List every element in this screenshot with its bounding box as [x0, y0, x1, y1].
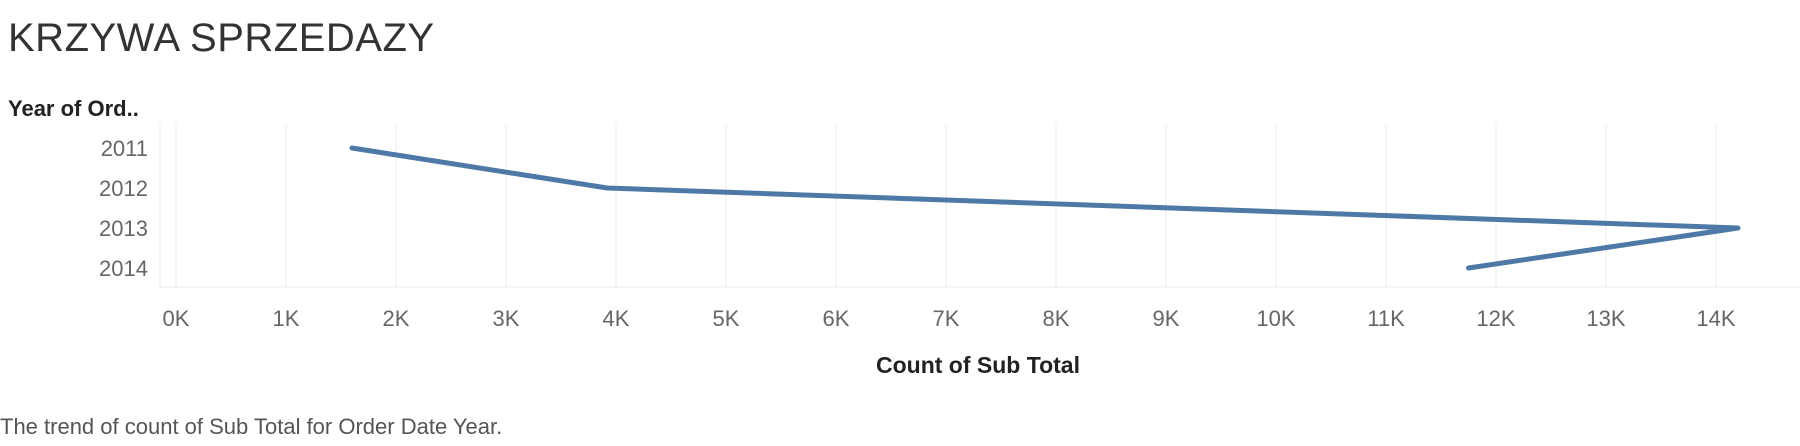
x-tick-label-4K: 4K [603, 306, 630, 331]
y-tick-label-2014: 2014 [99, 256, 148, 281]
data-point-2011[interactable] [346, 142, 358, 154]
x-tick-label-8K: 8K [1043, 306, 1070, 331]
x-tick-label-11K: 11K [1367, 306, 1405, 331]
x-tick-label-6K: 6K [823, 306, 850, 331]
y-tick-label-2012: 2012 [99, 176, 148, 201]
x-tick-label-2K: 2K [383, 306, 410, 331]
x-tick-labels: 0K 1K 2K 3K 4K 5K 6K 7K 8K 9K 10K 11K 12K 13K 14K [163, 306, 1736, 331]
data-point-2014[interactable] [1463, 262, 1475, 274]
x-tick-label-5K: 5K [713, 306, 740, 331]
x-tick-label-14K: 14K [1696, 306, 1735, 331]
x-tick-label-10K: 10K [1256, 306, 1295, 331]
chart-caption: The trend of count of Sub Total for Orde… [0, 414, 503, 439]
x-tick-label-12K: 12K [1476, 306, 1515, 331]
x-tick-label-13K: 13K [1586, 306, 1625, 331]
x-tick-label-7K: 7K [933, 306, 960, 331]
x-tick-label-1K: 1K [273, 306, 300, 331]
x-tick-label-3K: 3K [493, 306, 520, 331]
chart-title: KRZYWA SPRZEDAZY [8, 16, 435, 60]
data-point-2012[interactable] [601, 182, 613, 194]
x-tick-label-0K: 0K [163, 306, 190, 331]
x-tick-label-9K: 9K [1153, 306, 1180, 331]
data-point-2013[interactable] [1732, 222, 1744, 234]
series-line-0 [349, 145, 1741, 271]
y-axis-title: Year of Ord.. [8, 96, 139, 121]
y-tick-label-2011: 2011 [101, 136, 148, 161]
series-lines [346, 142, 1744, 274]
y-tick-labels: 2011 2012 2013 2014 [99, 136, 148, 281]
y-tick-label-2013: 2013 [99, 216, 148, 241]
x-axis-title: Count of Sub Total [876, 352, 1080, 378]
axis-lines [159, 124, 1800, 288]
grid-lines [175, 124, 1717, 287]
